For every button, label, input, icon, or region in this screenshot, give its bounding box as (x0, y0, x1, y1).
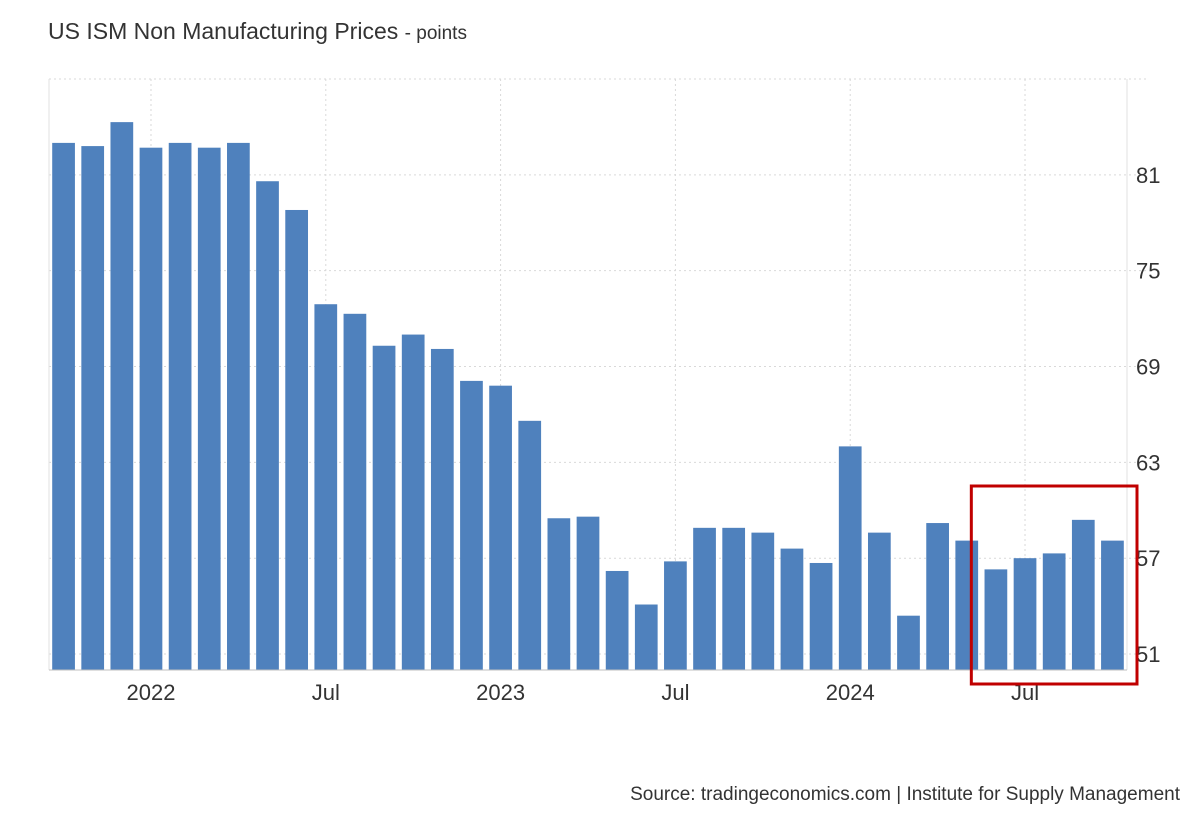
chart-title-text: US ISM Non Manufacturing Prices (48, 18, 399, 44)
source-credit: Source: tradingeconomics.com | Institute… (630, 784, 1180, 805)
bar (693, 527, 716, 670)
bar (984, 569, 1008, 670)
x-tick-label: Jul (661, 680, 689, 705)
bar (664, 561, 687, 670)
bar (460, 380, 483, 670)
bar (605, 570, 629, 670)
bar (314, 304, 338, 670)
bar (1071, 519, 1095, 670)
bar (52, 142, 75, 670)
bar (926, 523, 949, 670)
y-tick-label: 63 (1136, 450, 1160, 475)
y-tick-label: 81 (1136, 163, 1160, 188)
bar (751, 532, 775, 670)
bar (139, 147, 163, 670)
bar (343, 313, 367, 670)
bar (722, 527, 746, 670)
y-tick-label: 57 (1136, 546, 1160, 571)
bar (634, 604, 658, 670)
bar (110, 122, 134, 671)
bar (256, 181, 279, 670)
x-tick-label: 2024 (826, 680, 875, 705)
axis-layer (48, 79, 1128, 671)
bar (1042, 553, 1066, 670)
bar (401, 334, 425, 670)
y-tick-label: 51 (1136, 642, 1160, 667)
y-tick-label: 75 (1136, 259, 1160, 284)
bar (780, 548, 804, 670)
bar (1101, 540, 1124, 670)
bar (518, 420, 542, 670)
bar (285, 209, 309, 670)
bar (1013, 558, 1037, 670)
bar (867, 532, 891, 670)
bar (489, 385, 512, 670)
bar (955, 540, 979, 670)
bar (809, 562, 833, 670)
bars-layer (52, 122, 1124, 671)
bar (547, 518, 571, 670)
chart-title: US ISM Non Manufacturing Prices - points (48, 18, 467, 45)
bar (576, 516, 600, 670)
bar (372, 345, 396, 670)
bar (168, 142, 192, 670)
y-tick-label: 69 (1136, 355, 1160, 380)
bar (81, 146, 105, 670)
bar (227, 142, 250, 670)
bar (197, 147, 221, 670)
bar (897, 615, 920, 670)
chart-title-unit: - points (404, 23, 467, 44)
x-tick-label: 2023 (476, 680, 525, 705)
bar (430, 348, 454, 670)
highlight-layer (969, 484, 1139, 686)
x-tick-label: 2022 (126, 680, 175, 705)
bar (838, 446, 862, 670)
highlight-box (969, 484, 1139, 686)
x-tick-label: Jul (312, 680, 340, 705)
